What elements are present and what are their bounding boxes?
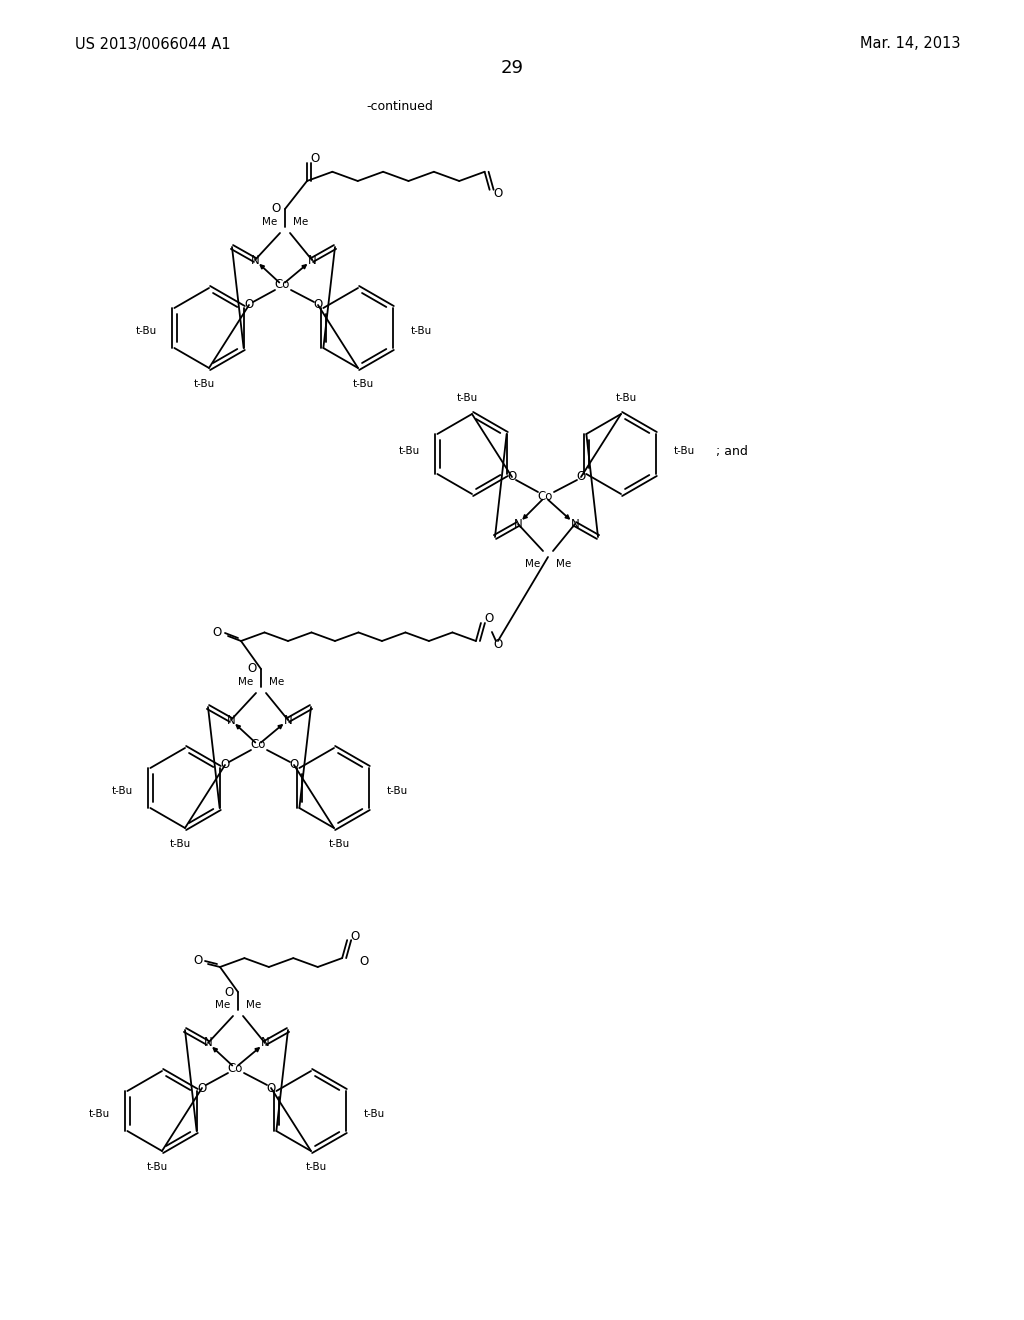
Text: t-Bu: t-Bu	[364, 1109, 385, 1119]
Text: t-Bu: t-Bu	[352, 379, 374, 389]
Text: t-Bu: t-Bu	[329, 840, 349, 849]
Text: t-Bu: t-Bu	[457, 393, 477, 403]
Text: t-Bu: t-Bu	[194, 379, 215, 389]
Text: O: O	[224, 986, 233, 998]
Text: O: O	[220, 759, 229, 771]
Text: N: N	[226, 714, 236, 726]
Text: N: N	[251, 253, 259, 267]
Text: Co: Co	[538, 491, 553, 503]
Text: O: O	[313, 298, 323, 312]
Text: Me: Me	[239, 677, 254, 686]
Text: t-Bu: t-Bu	[398, 446, 420, 455]
Text: Me: Me	[247, 1001, 261, 1010]
Text: Mar. 14, 2013: Mar. 14, 2013	[860, 37, 961, 51]
Text: O: O	[194, 954, 203, 968]
Text: 29: 29	[501, 59, 523, 77]
Text: t-Bu: t-Bu	[411, 326, 432, 337]
Text: Co: Co	[227, 1061, 243, 1074]
Text: O: O	[310, 152, 319, 165]
Text: O: O	[507, 470, 517, 483]
Text: O: O	[359, 954, 369, 968]
Text: O: O	[577, 470, 586, 483]
Text: t-Bu: t-Bu	[674, 446, 694, 455]
Text: t-Bu: t-Bu	[88, 1109, 110, 1119]
Text: t-Bu: t-Bu	[146, 1162, 168, 1172]
Text: O: O	[245, 298, 254, 312]
Text: O: O	[266, 1081, 275, 1094]
Text: O: O	[271, 202, 281, 215]
Text: -continued: -continued	[367, 99, 433, 112]
Text: Me: Me	[293, 216, 308, 227]
Text: O: O	[484, 612, 494, 626]
Text: N: N	[204, 1036, 212, 1049]
Text: ; and: ; and	[716, 445, 748, 458]
Text: Me: Me	[215, 1001, 230, 1010]
Text: Me: Me	[262, 216, 278, 227]
Text: O: O	[494, 638, 503, 651]
Text: N: N	[284, 714, 293, 726]
Text: t-Bu: t-Bu	[135, 326, 157, 337]
Text: Me: Me	[525, 558, 541, 569]
Text: O: O	[248, 663, 257, 676]
Text: Me: Me	[556, 558, 571, 569]
Text: Co: Co	[250, 738, 265, 751]
Text: N: N	[514, 517, 522, 531]
Text: t-Bu: t-Bu	[112, 785, 133, 796]
Text: O: O	[493, 187, 502, 201]
Text: O: O	[350, 929, 359, 942]
Text: US 2013/0066044 A1: US 2013/0066044 A1	[75, 37, 230, 51]
Text: O: O	[198, 1081, 207, 1094]
Text: Me: Me	[269, 677, 285, 686]
Text: t-Bu: t-Bu	[615, 393, 637, 403]
Text: N: N	[570, 517, 580, 531]
Text: N: N	[261, 1036, 269, 1049]
Text: N: N	[307, 253, 316, 267]
Text: Co: Co	[274, 279, 290, 292]
Text: O: O	[290, 759, 299, 771]
Text: t-Bu: t-Bu	[386, 785, 408, 796]
Text: t-Bu: t-Bu	[169, 840, 190, 849]
Text: t-Bu: t-Bu	[305, 1162, 327, 1172]
Text: O: O	[212, 627, 221, 639]
